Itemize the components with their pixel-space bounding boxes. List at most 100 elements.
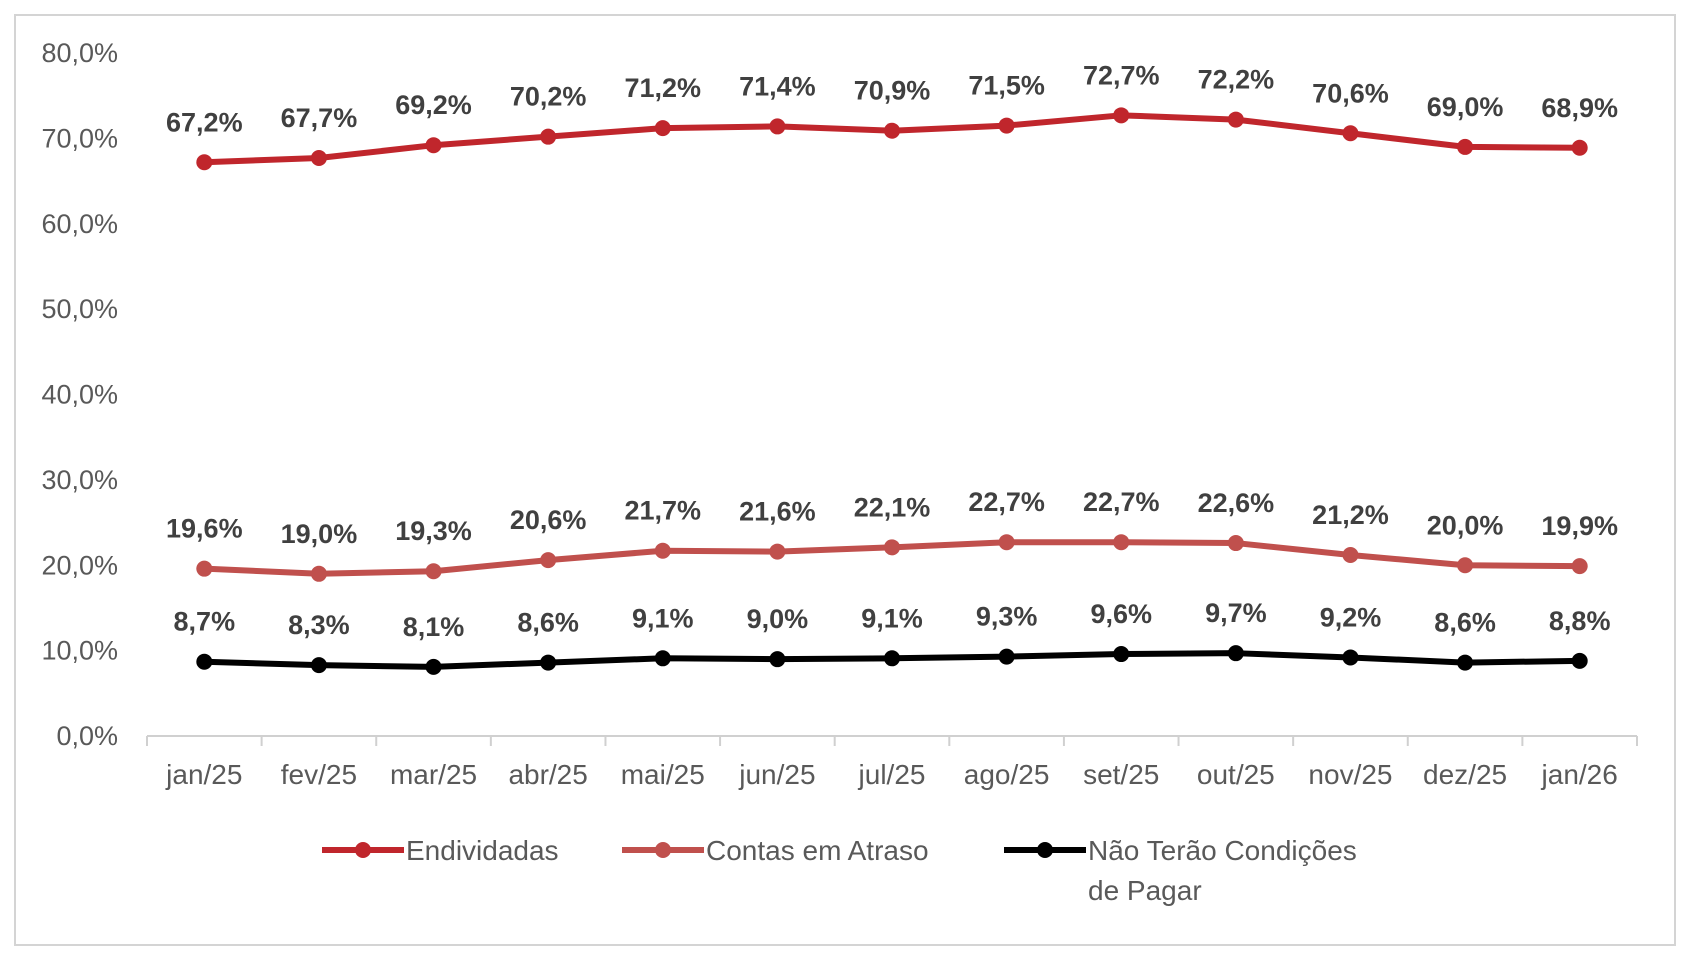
data-point — [1113, 534, 1130, 551]
x-tick-label: abr/25 — [508, 759, 587, 790]
data-label: 20,6% — [510, 505, 587, 535]
data-point — [998, 534, 1015, 551]
x-axis: jan/25 fev/25 mar/25 abr/25 mai/25 jun/25 jul/… — [146, 735, 1638, 790]
data-point — [884, 122, 900, 139]
data-point — [540, 654, 557, 671]
data-point — [540, 552, 557, 569]
data-label: 19,9% — [1541, 511, 1618, 541]
data-label: 9,3% — [976, 602, 1038, 632]
y-tick-label: 80,0% — [41, 38, 118, 68]
y-tick-label: 10,0% — [41, 636, 118, 666]
data-point — [1227, 645, 1244, 662]
data-point — [310, 565, 327, 582]
data-point — [998, 648, 1015, 665]
data-point — [425, 137, 442, 154]
data-point — [654, 120, 671, 137]
legend-swatch-marker — [1037, 842, 1053, 858]
data-label: 8,6% — [1434, 608, 1496, 638]
series-0 — [196, 107, 1588, 171]
y-tick-label: 50,0% — [41, 294, 118, 324]
data-point — [1342, 547, 1359, 564]
y-axis: 0,0% 10,0% 20,0% 30,0% 40,0% 50,0% 60,0% 70,0% 8… — [41, 38, 118, 751]
x-tick-label: jan/26 — [1541, 759, 1618, 790]
data-point — [196, 154, 213, 171]
series-line — [201, 112, 1583, 166]
data-label: 22,7% — [968, 487, 1045, 517]
data-label: 70,9% — [854, 76, 931, 106]
legend-label: de Pagar — [1088, 875, 1202, 906]
data-point — [769, 543, 786, 560]
data-point — [1342, 649, 1359, 666]
data-label: 70,6% — [1312, 78, 1389, 108]
data-point — [1457, 138, 1474, 155]
y-tick-label: 60,0% — [41, 209, 118, 239]
data-label: 9,1% — [861, 603, 923, 633]
data-point — [540, 128, 557, 145]
data-label: 19,6% — [166, 514, 243, 544]
data-point — [310, 150, 327, 167]
x-tick-label: out/25 — [1197, 759, 1275, 790]
x-tick-label: ago/25 — [964, 759, 1050, 790]
data-label: 8,7% — [174, 607, 236, 637]
data-point — [1113, 107, 1130, 124]
x-tick-label: jan/25 — [165, 759, 242, 790]
data-point — [769, 118, 786, 135]
data-labels: 67,2% 67,7% 69,2% 70,2% 71,2% 71,4% 70,9% 71,5%… — [166, 60, 1618, 642]
data-label: 21,2% — [1312, 500, 1389, 530]
data-point — [998, 117, 1015, 134]
legend: Endividadas Contas em Atraso Não Terão Con… — [322, 835, 1357, 906]
legend-label: Não Terão Condições — [1088, 835, 1357, 866]
data-point — [654, 542, 671, 559]
data-label: 8,6% — [517, 608, 579, 638]
data-label: 21,6% — [739, 497, 816, 527]
x-tick-label: jul/25 — [858, 759, 926, 790]
data-point — [310, 657, 327, 674]
legend-item-1: Contas em Atraso — [622, 835, 929, 866]
x-tick-label: nov/25 — [1308, 759, 1392, 790]
data-label: 68,9% — [1541, 93, 1618, 123]
legend-swatch-marker — [655, 842, 671, 858]
legend-label: Contas em Atraso — [706, 835, 929, 866]
legend-swatch-marker — [355, 842, 371, 858]
data-label: 19,3% — [395, 516, 472, 546]
data-point — [1457, 557, 1474, 574]
data-label: 9,0% — [747, 604, 809, 634]
data-label: 71,4% — [739, 71, 816, 101]
data-point — [196, 560, 213, 577]
data-label: 9,1% — [632, 603, 694, 633]
data-label: 20,0% — [1427, 510, 1504, 540]
data-point — [654, 650, 671, 667]
data-point — [425, 563, 442, 580]
x-tick-label: mai/25 — [621, 759, 705, 790]
data-label: 69,2% — [395, 90, 472, 120]
legend-label: Endividadas — [406, 835, 559, 866]
data-label: 21,7% — [624, 496, 701, 526]
y-tick-label: 0,0% — [56, 721, 118, 751]
data-label: 9,6% — [1090, 599, 1152, 629]
x-tick-label: dez/25 — [1423, 759, 1507, 790]
data-label: 70,2% — [510, 82, 587, 112]
data-point — [1113, 646, 1130, 663]
y-tick-label: 30,0% — [41, 465, 118, 495]
data-point — [1457, 654, 1474, 671]
data-label: 9,2% — [1320, 602, 1382, 632]
data-point — [884, 539, 900, 556]
data-label: 69,0% — [1427, 92, 1504, 122]
data-label: 22,7% — [1083, 487, 1160, 517]
x-tick-label: set/25 — [1083, 759, 1159, 790]
legend-item-2: Não Terão Condições de Pagar — [1004, 835, 1357, 906]
data-point — [1571, 139, 1588, 156]
data-point — [1342, 125, 1359, 142]
data-point — [769, 651, 786, 668]
data-label: 67,2% — [166, 107, 243, 137]
y-tick-label: 40,0% — [41, 380, 118, 410]
y-tick-label: 70,0% — [41, 123, 118, 153]
series-1 — [196, 534, 1588, 582]
data-label: 72,7% — [1083, 60, 1160, 90]
data-label: 67,7% — [281, 103, 358, 133]
data-label: 19,0% — [281, 519, 358, 549]
data-point — [1571, 652, 1588, 669]
data-point — [1227, 535, 1244, 552]
data-point — [1227, 111, 1244, 128]
